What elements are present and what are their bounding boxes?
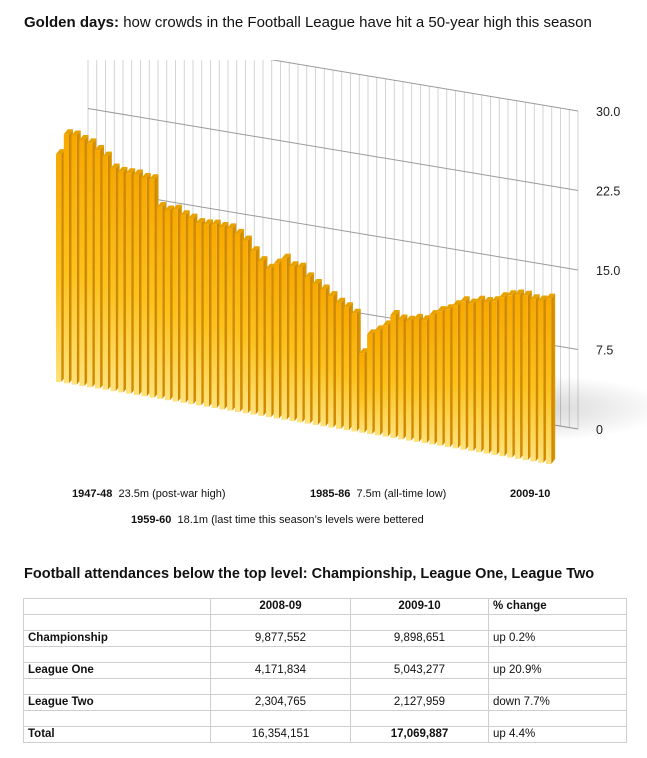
row-value-2009-10: 2,127,959 bbox=[350, 694, 489, 711]
grid-line-horizontal bbox=[87, 187, 579, 271]
spacer-row bbox=[23, 646, 627, 663]
row-change: up 4.4% bbox=[488, 726, 627, 743]
chart-title: Golden days: how crowds in the Football … bbox=[24, 14, 592, 31]
table-row-total: Total 16,354,151 17,069,887 up 4.4% bbox=[23, 726, 627, 743]
annotation-1985-86-text: 7.5m (all-time low) bbox=[356, 488, 447, 500]
chart-title-bold: Golden days: bbox=[24, 14, 120, 31]
annotation-1959-60-label: 1959-60 bbox=[131, 514, 172, 526]
y-tick-label: 0 bbox=[596, 423, 603, 437]
spacer-row bbox=[23, 678, 627, 695]
y-tick-label: 22.5 bbox=[596, 185, 620, 199]
table-row-championship: Championship 9,877,552 9,898,651 up 0.2% bbox=[23, 630, 627, 647]
spacer-row bbox=[23, 614, 627, 631]
row-value-2009-10: 5,043,277 bbox=[350, 662, 489, 679]
header-cell-change: % change bbox=[488, 598, 627, 615]
annotation-1985-86: 1985-86 7.5m (all-time low) bbox=[310, 488, 446, 500]
row-value-2008-09: 2,304,765 bbox=[210, 694, 351, 711]
row-value-2009-10: 17,069,887 bbox=[350, 726, 489, 743]
attendance-chart: 0 7.5 15.0 22.5 30.0 bbox=[56, 60, 647, 464]
chart-title-rest: how crowds in the Football League have h… bbox=[123, 14, 592, 31]
bar-2009-10 bbox=[546, 293, 556, 464]
row-value-2009-10: 9,898,651 bbox=[350, 630, 489, 647]
row-value-2008-09: 4,171,834 bbox=[210, 662, 351, 679]
table-header-row: 2008-09 2009-10 % change bbox=[23, 598, 627, 615]
row-value-2008-09: 9,877,552 bbox=[210, 630, 351, 647]
annotation-1947-48-text: 23.5m (post-war high) bbox=[118, 488, 226, 500]
annotation-1947-48: 1947-48 23.5m (post-war high) bbox=[72, 488, 226, 500]
annotation-2009-10-label: 2009-10 bbox=[510, 488, 551, 500]
row-value-2008-09: 16,354,151 bbox=[210, 726, 351, 743]
row-change: down 7.7% bbox=[488, 694, 627, 711]
header-cell-empty bbox=[23, 598, 211, 615]
y-tick-label: 30.0 bbox=[596, 105, 620, 119]
annotation-1959-60-text: 18.1m (last time this season’s levels we… bbox=[177, 514, 424, 526]
header-cell-2009-10: 2009-10 bbox=[350, 598, 489, 615]
spacer-row bbox=[23, 710, 627, 727]
annotation-1985-86-label: 1985-86 bbox=[310, 488, 351, 500]
y-tick-label: 15.0 bbox=[596, 264, 620, 278]
grid-line-horizontal bbox=[270, 60, 579, 112]
row-label: League Two bbox=[23, 694, 211, 711]
annotation-2009-10: 2009-10 bbox=[510, 488, 550, 500]
annotation-1947-48-label: 1947-48 bbox=[72, 488, 113, 500]
row-label: League One bbox=[23, 662, 211, 679]
row-change: up 0.2% bbox=[488, 630, 627, 647]
attendance-table: 2008-09 2009-10 % change Championship 9,… bbox=[23, 598, 627, 743]
chart-bars bbox=[56, 129, 556, 464]
header-cell-2008-09: 2008-09 bbox=[210, 598, 351, 615]
table-row-league-one: League One 4,171,834 5,043,277 up 20.9% bbox=[23, 662, 627, 679]
grid-line-horizontal bbox=[87, 108, 579, 191]
annotation-1959-60: 1959-60 18.1m (last time this season’s l… bbox=[131, 514, 424, 526]
row-change: up 20.9% bbox=[488, 662, 627, 679]
table-title: Football attendances below the top level… bbox=[24, 566, 595, 582]
row-label: Total bbox=[23, 726, 211, 743]
table-row-league-two: League Two 2,304,765 2,127,959 down 7.7% bbox=[23, 694, 627, 711]
y-axis-ticks: 0 7.5 15.0 22.5 30.0 bbox=[596, 105, 620, 437]
y-tick-label: 7.5 bbox=[596, 344, 613, 358]
row-label: Championship bbox=[23, 630, 211, 647]
